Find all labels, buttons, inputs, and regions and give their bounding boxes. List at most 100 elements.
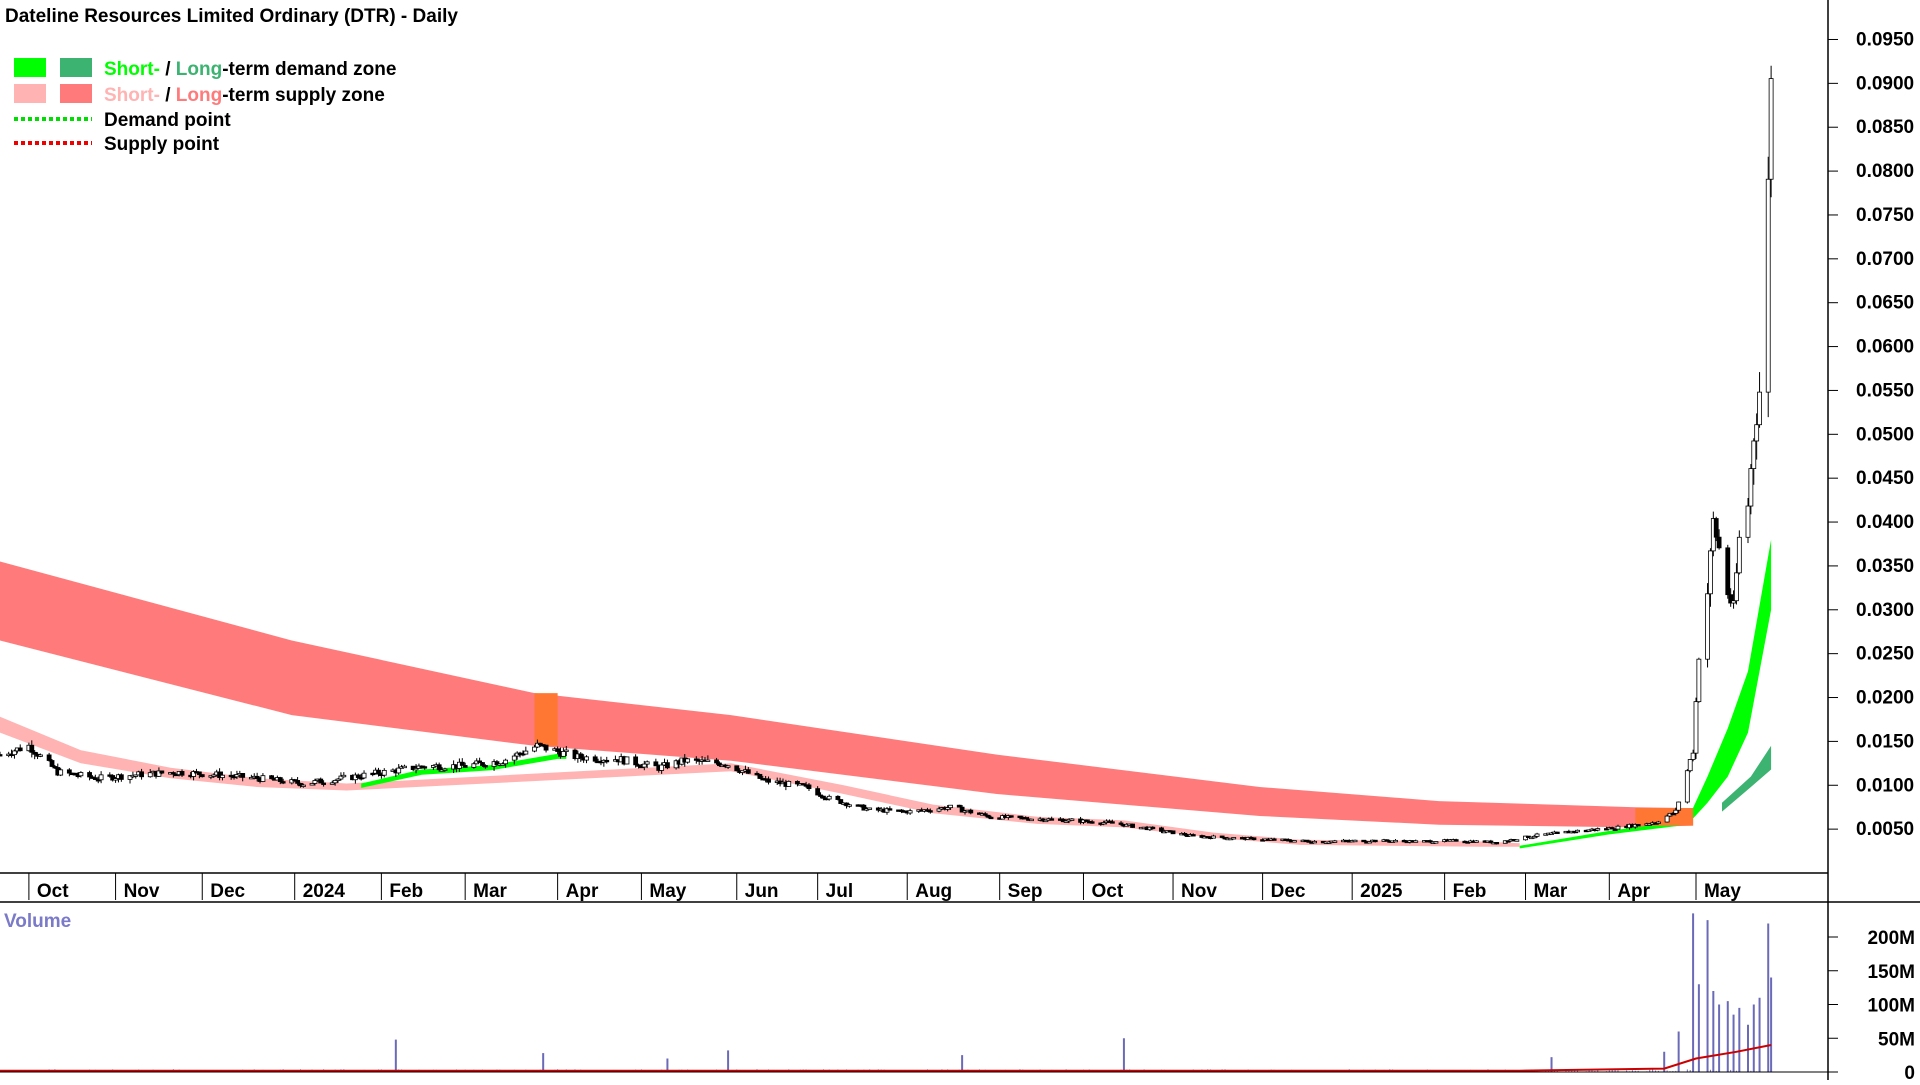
candle-body [1211, 835, 1216, 839]
candle-body [800, 783, 806, 786]
candle-body [338, 775, 344, 780]
candle-body [1413, 840, 1419, 843]
price-axis: 0.0950 0.0900 0.0850 0.0800 0.0750 0.0700 0.06… [1828, 29, 1914, 840]
candle-body [1745, 505, 1751, 538]
candle-body [641, 763, 647, 768]
candle-body [1488, 840, 1494, 844]
candle-body [335, 778, 341, 781]
candle-body [1708, 550, 1713, 595]
legend-supply-sep: / [160, 85, 176, 106]
candle-body [653, 761, 659, 767]
volume-tick-label: 200M [1867, 928, 1915, 949]
candle-body [818, 794, 823, 797]
candle-body [355, 774, 361, 778]
candle-body [413, 768, 419, 771]
candle-body [1190, 834, 1196, 837]
candle-body [1393, 839, 1398, 843]
candle-body [118, 774, 124, 780]
candle-body [1768, 78, 1774, 180]
candle-body [254, 775, 260, 780]
candle-body [887, 808, 893, 811]
candles-layer [0, 65, 1774, 845]
candle-body [1705, 593, 1710, 660]
candle-body [633, 756, 639, 766]
candle-body [1696, 658, 1702, 703]
candle-body [563, 749, 569, 752]
candle-body [956, 804, 962, 808]
candle-body [1554, 831, 1560, 834]
candle-body [537, 742, 543, 746]
candle-body [139, 771, 144, 778]
candle-body [757, 773, 763, 779]
time-tick-label: Jun [745, 881, 779, 902]
legend-swatch-supply-short [14, 84, 46, 103]
candle-body [1757, 391, 1762, 426]
legend-swatch-demand-short [14, 58, 46, 77]
candle-body [1690, 752, 1696, 760]
candle-body [821, 795, 826, 799]
time-tick-label: Aug [915, 881, 952, 902]
legend-demand-sep: / [160, 59, 176, 80]
candle-body [1017, 815, 1023, 819]
overlap-zone-0 [534, 693, 558, 746]
candle-body [196, 771, 202, 775]
candle-body [260, 775, 266, 782]
candle-body [92, 777, 98, 780]
candle-body [332, 779, 338, 784]
candle-body [982, 813, 988, 816]
time-tick-label: Oct [1091, 881, 1123, 902]
candle-body [422, 766, 428, 769]
candle-body [1361, 839, 1367, 843]
candle-body [312, 780, 318, 784]
candle-body [985, 814, 991, 818]
candle-body [1433, 841, 1439, 844]
candle-body [1687, 759, 1693, 772]
candle-body [1372, 839, 1378, 843]
candle-body [500, 763, 506, 766]
candle-body [555, 748, 561, 752]
candle-body [396, 767, 402, 774]
candle-body [511, 755, 517, 761]
time-axis: Oct Nov Dec 2024 Feb Mar Apr May Jun Jul Aug Sep Oct… [28, 873, 1741, 902]
candle-body [471, 763, 477, 768]
legend-supply-zone: Short- / Long-term supply zone [104, 85, 385, 106]
candle-body [1664, 815, 1670, 823]
candle-body [644, 761, 650, 765]
time-tick-label: 2025 [1360, 881, 1403, 902]
price-tick-label: 0.0950 [1856, 29, 1914, 50]
candle-body [1352, 839, 1358, 843]
candle-body [1453, 839, 1459, 842]
short-term-demand-zone-2024 [361, 753, 567, 788]
time-tick-label: Oct [37, 881, 69, 902]
candle-body [381, 769, 387, 776]
candle-body [477, 760, 483, 763]
volume-tick-label: 150M [1867, 962, 1915, 983]
time-tick-label: Jul [826, 881, 853, 902]
candle-body [665, 762, 670, 769]
candle-body [211, 774, 217, 777]
candle-body [410, 765, 416, 771]
candle-body [402, 765, 407, 769]
candle-body [1514, 839, 1520, 842]
candle-body [1725, 547, 1731, 596]
candle-body [604, 759, 610, 763]
candle-body [1534, 833, 1540, 837]
candle-body [1150, 826, 1156, 830]
price-tick-label: 0.0400 [1856, 512, 1914, 533]
candle-body [1182, 833, 1187, 836]
time-tick-label: May [649, 881, 686, 902]
candle-body [436, 764, 442, 771]
price-tick-label: 0.0050 [1856, 819, 1914, 840]
candle-body [988, 816, 994, 820]
candle-body [1271, 838, 1277, 841]
time-tick-label: Dec [210, 881, 245, 902]
price-tick-label: 0.0350 [1856, 556, 1914, 577]
time-tick-label: Mar [1534, 881, 1568, 902]
candle-body [1063, 820, 1069, 823]
candle-body [341, 774, 347, 778]
candle-body [1159, 827, 1164, 832]
legend-swatch-demand-long [60, 58, 92, 77]
candle-body [1693, 701, 1699, 754]
candle-body [945, 807, 951, 810]
